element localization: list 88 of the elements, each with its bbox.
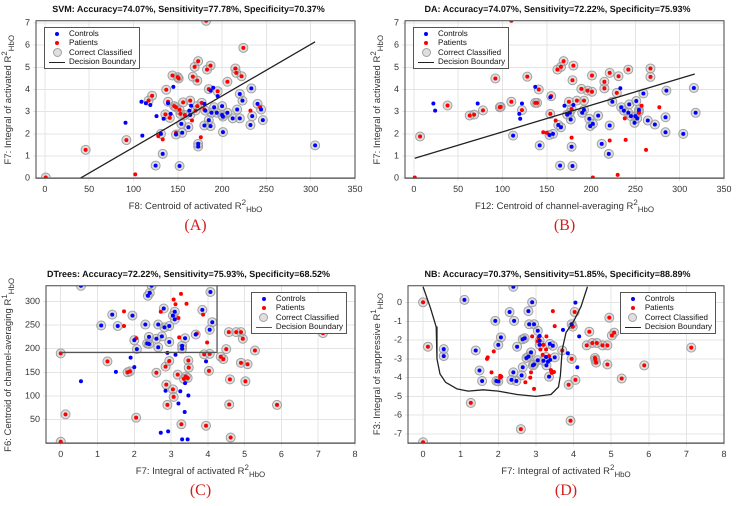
- x-tick-label: 3: [168, 449, 174, 460]
- legend-label: Controls: [437, 28, 469, 38]
- x-tick-label: 300: [672, 184, 688, 194]
- x-tick-label: 250: [628, 184, 643, 194]
- legend-label: Patients: [644, 303, 675, 313]
- x-tick-label: 5: [608, 449, 614, 460]
- legend-label: Correct Classified: [437, 48, 502, 58]
- y-tick-label: 2: [24, 128, 30, 138]
- x-tick-label: 150: [170, 184, 186, 194]
- legend-label: Patients: [274, 303, 306, 313]
- x-tick-label: 2: [132, 449, 137, 460]
- legend-label: Decision Boundary: [437, 57, 506, 67]
- legend-label: Correct Classified: [68, 48, 134, 58]
- x-tick-label: 0: [58, 449, 64, 460]
- x-tick-label: 350: [716, 184, 732, 194]
- x-tick-label: 4: [205, 449, 210, 460]
- x-tick-label: 7: [316, 449, 321, 460]
- legend-label: Decision Boundary: [644, 322, 712, 332]
- legend-label: Controls: [68, 28, 100, 38]
- chart-title: NB: Accuracy=70.37%, Sensitivity=51.85%, Specificity=88.89%: [424, 268, 691, 279]
- y-tick-label: 6: [24, 40, 30, 50]
- x-tick-label: 250: [258, 184, 274, 194]
- x-tick-label: 200: [214, 184, 230, 194]
- x-tick-label: 3: [533, 449, 538, 460]
- legend-label: Correct Classified: [274, 312, 340, 322]
- y-tick-label: -1: [394, 316, 402, 326]
- legend-label: Correct Classified: [644, 312, 709, 322]
- chart-title: DA: Accuracy=74.07%, Sensitivity=72.22%, Specificity=75.93%: [424, 4, 691, 14]
- x-tick-label: 6: [278, 449, 284, 460]
- y-tick-label: 7: [394, 18, 400, 28]
- legend-label: Patients: [68, 38, 99, 48]
- x-tick-label: 1: [458, 449, 464, 460]
- x-tick-label: 0: [411, 184, 416, 194]
- x-tick-label: 2: [496, 449, 501, 460]
- y-tick-label: -7: [394, 428, 402, 438]
- y-tick-label: 2: [394, 128, 400, 138]
- y-tick-label: 3: [394, 106, 400, 116]
- chart-title: DTrees: Accuracy=72.22%, Sensitivity=75.93%, Specificity=68.52%: [46, 268, 330, 279]
- y-tick-label: -4: [394, 372, 402, 382]
- y-tick-label: 1: [24, 150, 30, 161]
- y-tick-label: 0: [24, 172, 30, 183]
- x-tick-label: 150: [539, 184, 554, 194]
- x-tick-label: 300: [303, 184, 318, 194]
- legend-label: Controls: [274, 294, 307, 304]
- legend-label: Decision Boundary: [68, 57, 136, 67]
- y-tick-label: 4: [394, 84, 400, 94]
- y-tick-label: -6: [394, 410, 402, 420]
- x-tick-label: 4: [571, 449, 576, 460]
- x-tick-label: 0: [42, 184, 48, 194]
- y-tick-label: 7: [24, 18, 30, 28]
- text: (A): [183, 217, 208, 235]
- y-tick-label: 0: [396, 297, 402, 308]
- legend-label: Decision Boundary: [274, 322, 343, 332]
- text: (D): [554, 482, 578, 500]
- x-tick-label: 6: [646, 449, 652, 460]
- y-tick-label: 3: [24, 106, 30, 116]
- x-tick-label: 50: [453, 184, 464, 194]
- legend-label: Patients: [437, 38, 468, 48]
- x-tick-label: 50: [84, 184, 94, 194]
- legend-label: Controls: [644, 294, 676, 304]
- x-tick-label: 0: [420, 449, 426, 460]
- y-tick-label: -3: [394, 353, 402, 364]
- x-tick-label: 100: [126, 184, 141, 194]
- x-tick-label: 5: [242, 449, 248, 460]
- x-tick-label: 1: [95, 449, 100, 460]
- y-tick-label: 5: [24, 62, 30, 72]
- text: (B): [552, 217, 576, 235]
- y-tick-label: 50: [30, 414, 40, 424]
- x-tick-label: 8: [352, 449, 358, 460]
- y-tick-label: -5: [394, 390, 402, 401]
- y-tick-label: 200: [24, 343, 40, 354]
- x-tick-label: 200: [584, 184, 599, 194]
- y-tick-label: -2: [394, 334, 402, 345]
- x-tick-label: 8: [721, 449, 727, 460]
- y-tick-label: 5: [394, 62, 400, 72]
- y-tick-label: 300: [24, 296, 40, 306]
- y-tick-label: 4: [24, 84, 30, 94]
- y-tick-label: 150: [24, 366, 40, 377]
- y-tick-label: 250: [24, 320, 40, 330]
- text: (C): [188, 482, 212, 500]
- y-tick-label: 100: [24, 390, 40, 400]
- chart-title: SVM: Accuracy=74.07%, Sensitivity=77.78%, Specificity=70.37%: [52, 4, 325, 14]
- x-tick-label: 350: [347, 184, 363, 194]
- y-tick-label: 6: [394, 40, 400, 50]
- y-tick-label: 1: [394, 150, 400, 161]
- x-tick-label: 7: [684, 449, 689, 460]
- x-tick-label: 100: [494, 184, 510, 194]
- y-tick-label: 0: [394, 172, 400, 183]
